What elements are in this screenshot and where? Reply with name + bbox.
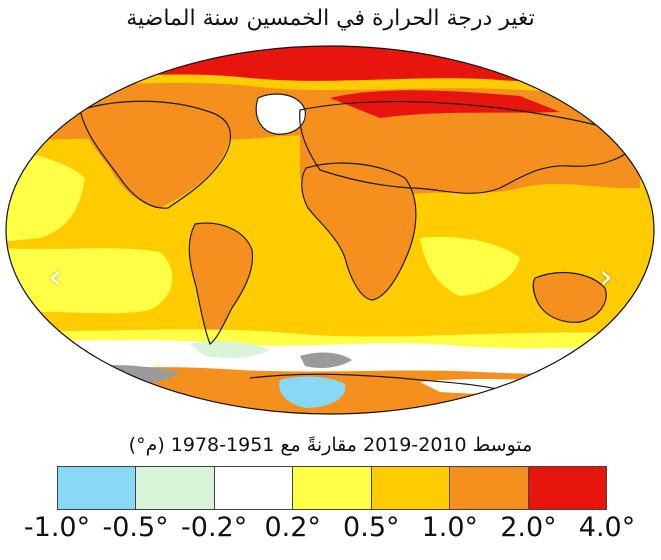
legend-swatch-3 xyxy=(293,467,372,509)
legend-tick-6: 2.0° xyxy=(500,512,557,543)
legend-tick-7: 4.0° xyxy=(578,512,636,543)
chevron-right-icon: › xyxy=(599,257,613,297)
legend-swatch-1 xyxy=(136,467,215,509)
south-america-region xyxy=(189,222,253,343)
legend-tick-5: 1.0° xyxy=(421,512,479,543)
legend-swatch-5 xyxy=(450,467,529,509)
legend-tick-labels: -1.0° -0.5° -0.2° 0.2° 0.5° 1.0° 2.0° 4.0° xyxy=(0,512,661,552)
map-border xyxy=(5,45,655,415)
legend-tick-1: -0.5° xyxy=(102,512,169,543)
world-temperature-map xyxy=(0,38,661,430)
chevron-left-icon: ‹ xyxy=(48,257,62,297)
australia-region xyxy=(533,272,607,323)
legend-tick-3: 0.2° xyxy=(264,512,321,543)
legend-tick-4: 0.5° xyxy=(343,512,400,543)
indian-ocean-yellow xyxy=(420,236,520,296)
legend-tick-2: -0.2° xyxy=(181,512,248,543)
legend-swatch-0 xyxy=(58,467,137,509)
africa-region xyxy=(301,163,416,300)
greenland-cold-patch xyxy=(256,94,306,135)
legend-title: متوسط 2010-2019 مقارنةً مع 1951-1978 (م°… xyxy=(128,434,533,456)
legend-swatch-2 xyxy=(214,467,294,509)
color-legend xyxy=(57,466,607,510)
legend-tick-0: -1.0° xyxy=(23,512,91,543)
legend-swatch-4 xyxy=(371,467,451,509)
map-title: تغير درجة الحرارة في الخمسين سنة الماضية xyxy=(126,6,535,31)
antarctic-cooling-patch xyxy=(279,376,346,408)
legend-swatch-6 xyxy=(528,467,606,509)
next-slide-button[interactable]: › xyxy=(591,256,621,298)
previous-slide-button[interactable]: ‹ xyxy=(40,256,70,298)
pacific-yellow-band xyxy=(6,248,173,314)
north-america-region xyxy=(80,100,230,208)
coastline-outlines xyxy=(79,93,641,391)
